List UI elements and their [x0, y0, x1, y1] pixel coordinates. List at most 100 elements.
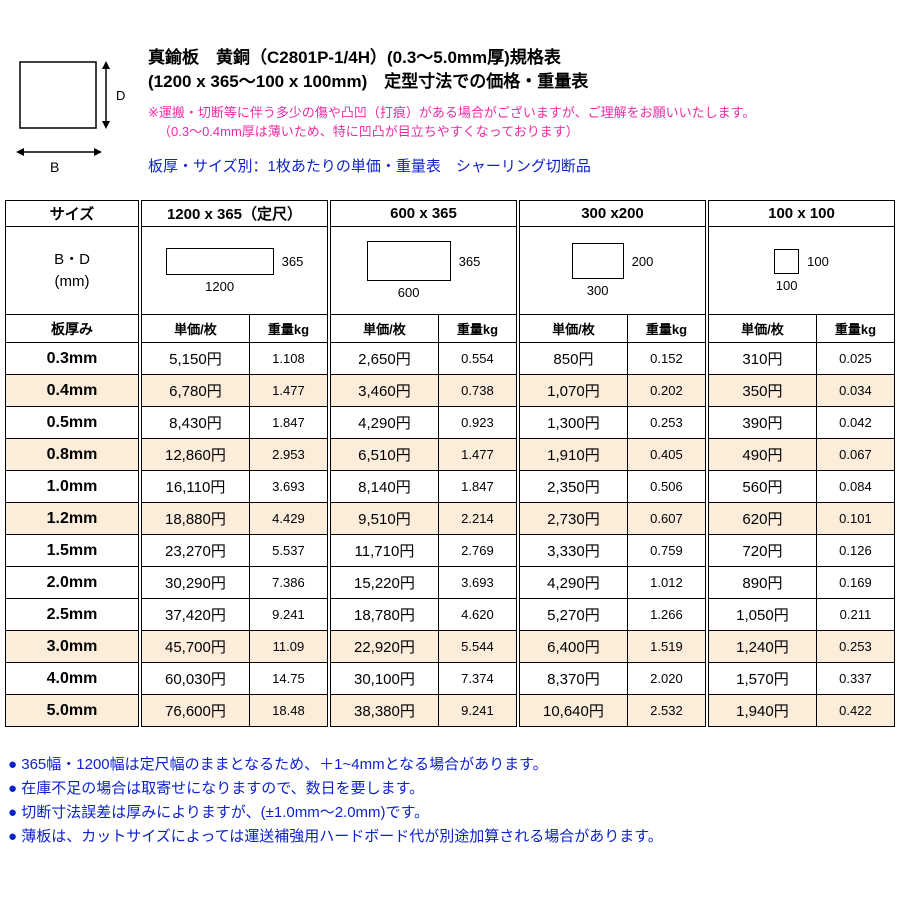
unit-price-value: 8,430円: [141, 406, 250, 439]
weight-value: 2.953: [248, 438, 329, 471]
weight-value: 0.169: [815, 566, 896, 599]
unit-price-value: 8,140円: [330, 470, 439, 503]
table-row: 850円 0.152: [519, 342, 707, 375]
table-row: 310円 0.025: [708, 342, 896, 375]
size-group-600x365: 600 x 365 365 600 単価/枚 重量kg 2,650円 0.554 3…: [330, 200, 518, 727]
weight-value: 0.253: [626, 406, 707, 439]
thickness-label: 1.2mm: [5, 502, 139, 535]
table-row: 5.0mm: [5, 694, 139, 727]
weight-value: 0.337: [815, 662, 896, 695]
weight-value: 0.554: [437, 342, 518, 375]
d-arrowhead-top: [102, 61, 110, 69]
weight-value: 14.75: [248, 662, 329, 695]
height-dimension-label: 365: [458, 253, 481, 269]
table-row: 8,430円 1.847: [141, 406, 329, 439]
unit-price-value: 560円: [708, 470, 817, 503]
unit-price-value: 6,400円: [519, 630, 628, 663]
weight-value: 4.620: [437, 598, 518, 631]
unit-price-value: 620円: [708, 502, 817, 535]
table-row: 2,350円 0.506: [519, 470, 707, 503]
unit-price-value: 890円: [708, 566, 817, 599]
weight-value: 0.101: [815, 502, 896, 535]
table-row: 18,780円 4.620: [330, 598, 518, 631]
note-line: ● 365幅・1200幅は定尺幅のままとなるため、＋1~4mmとなる場合がありま…: [8, 756, 548, 773]
table-row: 12,860円 2.953: [141, 438, 329, 471]
table-row: 0.8mm: [5, 438, 139, 471]
note-line: ● 在庫不足の場合は取寄せになりますので、数日を要します。: [8, 780, 425, 797]
table-row: 2.0mm: [5, 566, 139, 599]
price-table: サイズ B・D (mm) 板厚み 0.3mm 0.4mm 0.5mm 0.8mm 1.0…: [5, 200, 896, 727]
size-header: サイズ: [5, 200, 139, 227]
table-row: 23,270円 5.537: [141, 534, 329, 567]
unit-price-value: 6,780円: [141, 374, 250, 407]
table-row: 350円 0.034: [708, 374, 896, 407]
weight-value: 7.374: [437, 662, 518, 695]
size-diagram-cell: 200 300: [519, 226, 706, 315]
weight-value: 2.020: [626, 662, 707, 695]
unit-price-value: 9,510円: [330, 502, 439, 535]
table-row: 4.0mm: [5, 662, 139, 695]
table-row: 15,220円 3.693: [330, 566, 518, 599]
weight-value: 9.241: [437, 694, 518, 727]
page-title-line1: 真鍮板 黄銅（C2801P-1/4H）(0.3〜5.0mm厚)規格表: [148, 48, 561, 67]
unit-price-value: 38,380円: [330, 694, 439, 727]
thickness-label: 5.0mm: [5, 694, 139, 727]
width-dimension-label: 1200: [205, 278, 235, 294]
unit-price-value: 18,880円: [141, 502, 250, 535]
weight-value: 0.738: [437, 374, 518, 407]
weight-value: 5.537: [248, 534, 329, 567]
unit-price-value: 45,700円: [141, 630, 250, 663]
warning-line1: ※運搬・切断等に伴う多少の傷や凸凹（打痕）がある場合がございますが、ご理解をお願…: [148, 105, 756, 120]
thickness-label: 0.8mm: [5, 438, 139, 471]
weight-header: 重量kg: [815, 314, 896, 343]
weight-value: 4.429: [248, 502, 329, 535]
thickness-label: 3.0mm: [5, 630, 139, 663]
unit-price-value: 76,600円: [141, 694, 250, 727]
table-row: 6,780円 1.477: [141, 374, 329, 407]
weight-value: 1.108: [248, 342, 329, 375]
table-row: 490円 0.067: [708, 438, 896, 471]
unit-price-header: 単価/枚: [141, 314, 250, 343]
unit-price-value: 3,460円: [330, 374, 439, 407]
weight-value: 0.253: [815, 630, 896, 663]
table-row: 3,330円 0.759: [519, 534, 707, 567]
unit-price-value: 2,350円: [519, 470, 628, 503]
unit-price-value: 10,640円: [519, 694, 628, 727]
unit-price-value: 1,940円: [708, 694, 817, 727]
plate-outline-rect: [19, 61, 97, 129]
table-row: 720円 0.126: [708, 534, 896, 567]
page-title-line2: (1200 x 365〜100 x 100mm) 定型寸法での価格・重量表: [148, 72, 589, 91]
table-row: 0.5mm: [5, 406, 139, 439]
unit-price-value: 1,070円: [519, 374, 628, 407]
weight-value: 18.48: [248, 694, 329, 727]
table-row: 1.5mm: [5, 534, 139, 567]
weight-value: 7.386: [248, 566, 329, 599]
table-row: 1,070円 0.202: [519, 374, 707, 407]
unit-price-value: 30,100円: [330, 662, 439, 695]
thickness-column-body: 0.3mm 0.4mm 0.5mm 0.8mm 1.0mm 1.2mm 1.5mm 2.0mm…: [5, 342, 139, 727]
unit-price-value: 8,370円: [519, 662, 628, 695]
table-row: 1,300円 0.253: [519, 406, 707, 439]
table-row: 10,640円 2.532: [519, 694, 707, 727]
bd-label: B・D: [54, 250, 90, 268]
table-row: 16,110円 3.693: [141, 470, 329, 503]
table-row: 5,150円 1.108: [141, 342, 329, 375]
weight-value: 0.923: [437, 406, 518, 439]
weight-value: 9.241: [248, 598, 329, 631]
unit-price-value: 11,710円: [330, 534, 439, 567]
weight-header: 重量kg: [626, 314, 707, 343]
size-diagram: 365 1200: [165, 247, 303, 294]
footer-notes: ● 365幅・1200幅は定尺幅のままとなるため、＋1~4mmとなる場合がありま…: [8, 753, 892, 849]
table-row: 1,050円 0.211: [708, 598, 896, 631]
group-size-label: 1200 x 365（定尺）: [141, 200, 328, 227]
table-row: 30,290円 7.386: [141, 566, 329, 599]
size-group-300x200: 300 x200 200 300 単価/枚 重量kg 850円 0.152 1,07…: [519, 200, 707, 727]
table-row: 3,460円 0.738: [330, 374, 518, 407]
plate-rectangle: [774, 248, 800, 274]
table-row: 6,400円 1.519: [519, 630, 707, 663]
weight-value: 0.126: [815, 534, 896, 567]
thickness-label: 0.5mm: [5, 406, 139, 439]
table-row: 560円 0.084: [708, 470, 896, 503]
unit-price-value: 16,110円: [141, 470, 250, 503]
plate-rectangle: [366, 241, 451, 281]
